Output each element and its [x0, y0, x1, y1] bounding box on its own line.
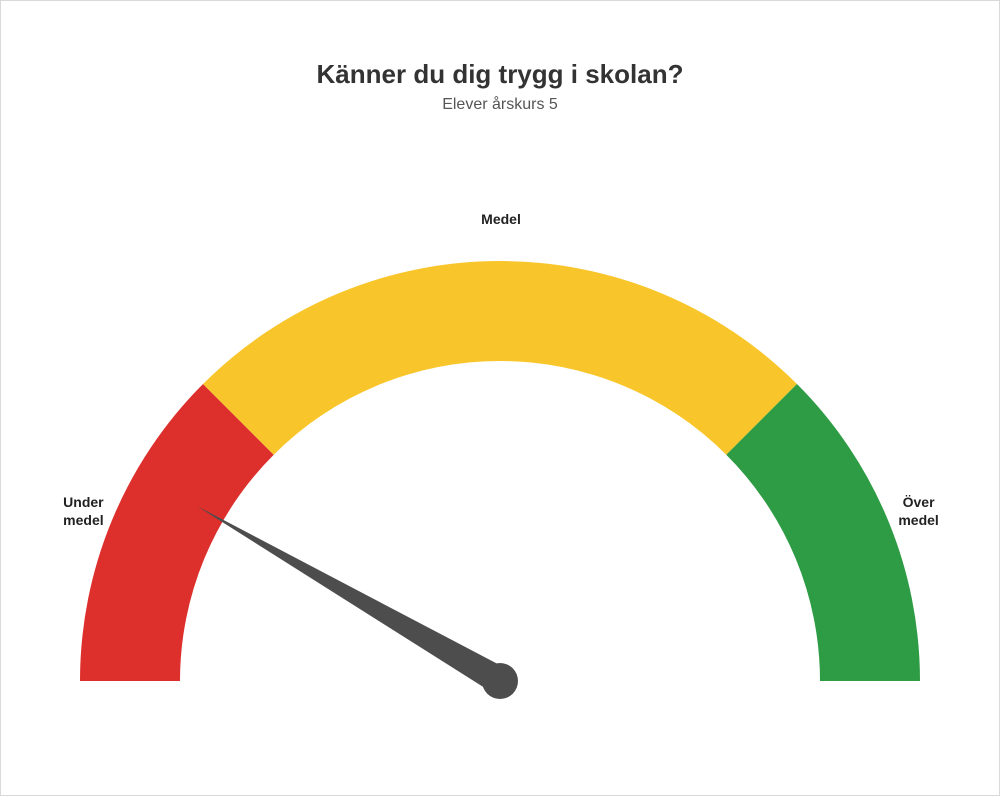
gauge-pivot [482, 663, 518, 699]
gauge-segment [726, 384, 920, 681]
gauge-needle [197, 506, 507, 693]
chart-subtitle: Elever årskurs 5 [1, 96, 999, 114]
chart-frame: Känner du dig trygg i skolan? Elever års… [0, 0, 1000, 796]
gauge-label-over-medel: Över medel [879, 494, 959, 529]
gauge-label-medel: Medel [471, 211, 531, 229]
gauge-svg [80, 261, 920, 721]
gauge-segment [203, 261, 797, 455]
chart-titles: Känner du dig trygg i skolan? Elever års… [1, 59, 999, 114]
gauge-chart [80, 261, 920, 721]
gauge-label-under-medel: Under medel [43, 494, 123, 529]
chart-title: Känner du dig trygg i skolan? [1, 59, 999, 90]
